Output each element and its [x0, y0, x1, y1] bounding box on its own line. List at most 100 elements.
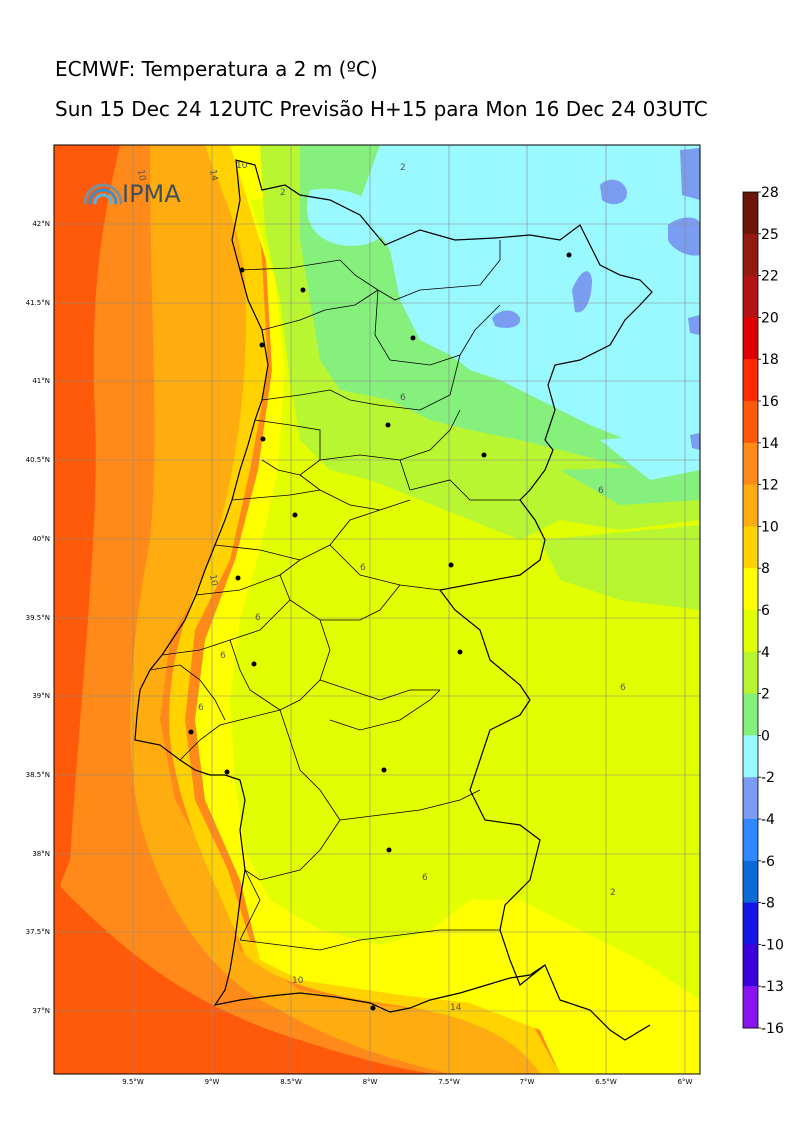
contour-labels: 10 14 2 2 10 6 6 6 6 2 6 10 6 6 6 10 14: [135, 161, 626, 1013]
contour-label: 6: [255, 613, 261, 623]
colorbar-label: -6: [761, 854, 775, 870]
contour-label: 6: [360, 563, 366, 573]
colorbar-label: 20: [761, 310, 779, 326]
district-borders: [149, 240, 520, 951]
colorbar-label: -8: [761, 896, 775, 912]
contour-label: 2: [610, 888, 616, 898]
colorbar-segment: [743, 568, 758, 611]
colorbar-label: 12: [761, 478, 779, 494]
ipma-logo: IPMA: [83, 180, 181, 208]
colorbar-segment: [743, 192, 758, 235]
city-marker-portalegre: [457, 649, 463, 655]
contour-label: 2: [280, 188, 286, 198]
city-marker-coimbra: [292, 512, 298, 518]
colorbar-segment: [743, 819, 758, 862]
colorbar-segment: [743, 233, 758, 277]
city-marker-santarem: [251, 661, 257, 667]
colorbar-label: 18: [761, 352, 779, 368]
contour-label: 6: [620, 683, 626, 693]
lat-label: 39.5°N: [26, 614, 50, 622]
colorbar-segment: [743, 651, 758, 695]
lat-label: 41.5°N: [26, 299, 50, 307]
city-marker-guarda: [481, 452, 487, 458]
colorbar-label: 25: [761, 227, 779, 243]
contour-label: 6: [400, 393, 406, 403]
city-markers: [188, 252, 572, 1011]
contour-label: 6: [598, 486, 604, 496]
contour-label: 6: [220, 651, 226, 661]
city-marker-viseu: [385, 422, 391, 428]
chart-title: ECMWF: Temperatura a 2 m (ºC): [55, 57, 378, 81]
chart-subtitle: Sun 15 Dec 24 12UTC Previsão H+15 para M…: [55, 97, 708, 121]
colorbar-label: 4: [761, 645, 770, 661]
colorbar-segment: [743, 693, 758, 736]
lon-label: 6.5°W: [595, 1078, 617, 1086]
city-marker-braga: [300, 287, 306, 293]
lat-label: 38°N: [32, 850, 50, 858]
map-frame: [53, 144, 701, 1075]
latitude-labels: 42°N 41.5°N 41°N 40.5°N 40°N 39.5°N 39°N…: [26, 220, 50, 1015]
colorbar-label: 6: [761, 603, 770, 619]
city-marker-setubal: [224, 769, 230, 775]
lon-label: 6°W: [678, 1078, 693, 1086]
city-marker-leiria: [235, 575, 241, 581]
lat-label: 42°N: [32, 220, 50, 228]
lon-label: 7.5°W: [438, 1078, 460, 1086]
colorbar-segment: [743, 777, 758, 820]
colorbar-segment: [743, 442, 758, 486]
city-marker-castelo-branco: [448, 562, 454, 568]
colorbar-segment: [743, 860, 758, 904]
colorbar-label: -10: [761, 937, 784, 953]
colorbar-segment: [743, 526, 758, 569]
lon-label: 9°W: [205, 1078, 220, 1086]
contour-label: 14: [207, 169, 219, 182]
colorbar-label: 0: [761, 728, 770, 744]
contour-label: 10: [207, 574, 219, 587]
lat-label: 37°N: [32, 1007, 50, 1015]
colorbar-label: 10: [761, 519, 779, 535]
colorbar-segment: [743, 275, 758, 318]
city-marker-braganca: [566, 252, 572, 258]
city-marker-aveiro: [260, 436, 266, 442]
city-marker-porto: [259, 342, 265, 348]
colorbar-label: 14: [761, 436, 779, 452]
country-borders: [134, 159, 653, 1041]
lon-label: 8°W: [363, 1078, 378, 1086]
colorbar-label: -16: [761, 1021, 784, 1037]
city-marker-evora: [381, 767, 387, 773]
city-marker-beja: [386, 847, 392, 853]
colorbar-label: -13: [761, 979, 784, 995]
lat-label: 40°N: [32, 535, 50, 543]
contour-label: 2: [400, 163, 406, 173]
colorbar-label: 22: [761, 269, 779, 285]
colorbar-label: 28: [761, 185, 779, 201]
colorbar-segment: [743, 401, 758, 444]
lat-label: 39°N: [32, 692, 50, 700]
lat-label: 41°N: [32, 377, 50, 385]
ipma-arc-icon: [83, 183, 123, 205]
colorbar-segment: [743, 610, 758, 653]
city-marker-faro: [370, 1005, 376, 1011]
ipma-logo-text: IPMA: [122, 180, 181, 208]
lat-label: 40.5°N: [26, 456, 50, 464]
colorbar-label: 2: [761, 687, 770, 703]
contour-label: 6: [422, 873, 428, 883]
temperature-field: [54, 145, 700, 1074]
colorbar-segment: [743, 944, 758, 987]
contour-label: 14: [450, 1003, 462, 1013]
colorbar-segment: [743, 484, 758, 527]
contour-label: 6: [198, 703, 204, 713]
lon-label: 8.5°W: [280, 1078, 302, 1086]
city-marker-lisboa: [188, 729, 194, 735]
contour-label: 10: [135, 169, 147, 182]
longitude-labels: 9.5°W 9°W 8.5°W 8°W 7.5°W 7°W 6.5°W 6°W: [122, 1078, 692, 1086]
lon-label: 7°W: [520, 1078, 535, 1086]
colorbar-label: -4: [761, 812, 775, 828]
colorbar-segment: [743, 735, 758, 778]
colorbar-label: 8: [761, 561, 770, 577]
colorbar-segment: [743, 986, 758, 1029]
colorbar-segment: [743, 359, 758, 402]
colorbar-segment: [743, 902, 758, 945]
